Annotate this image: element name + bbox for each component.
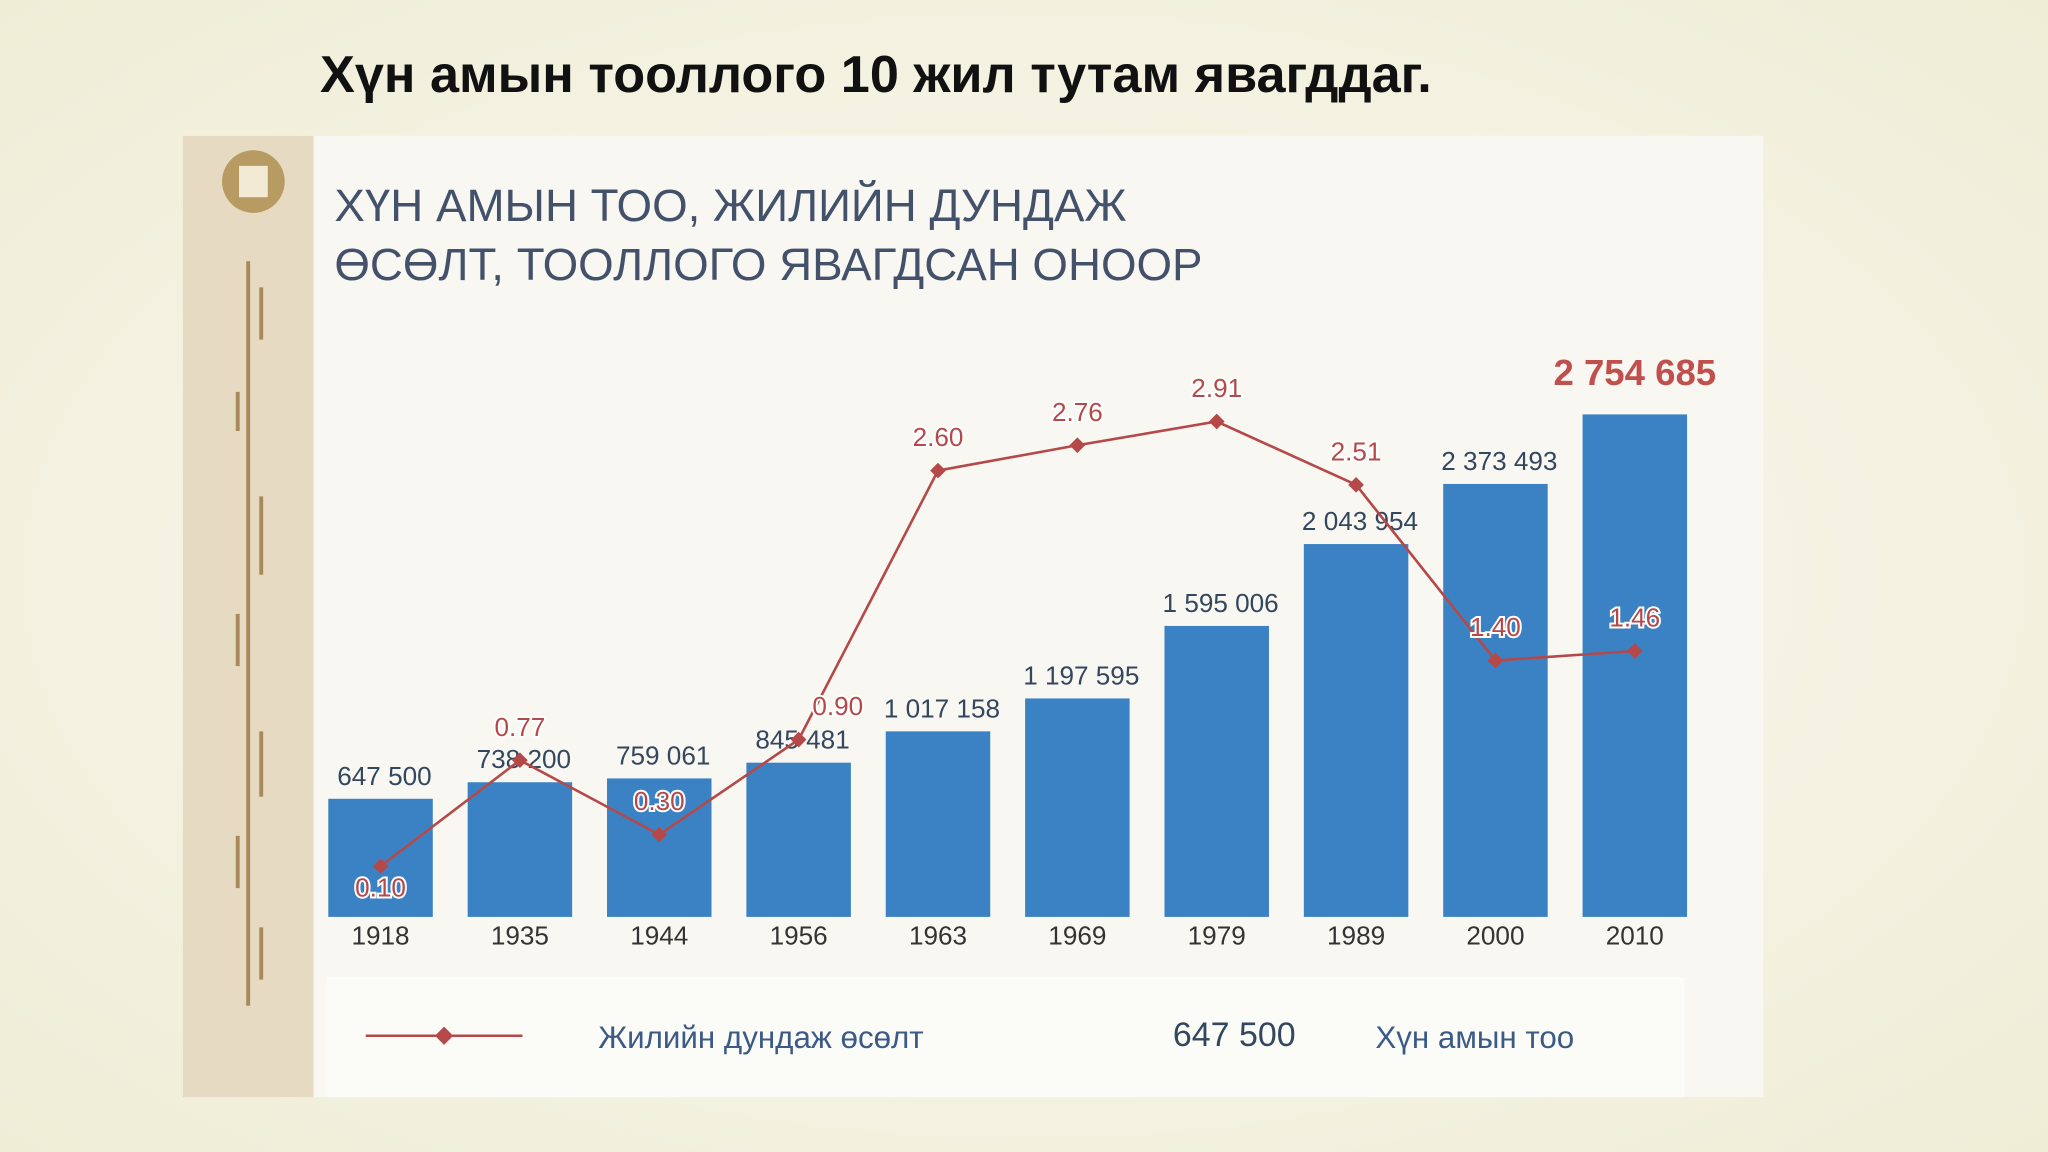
legend-label: Жилийн дундаж өсөлт [598,1020,923,1055]
bar [885,731,991,917]
line-label: 2.60 [913,422,964,452]
x-tick-label: 1963 [909,921,967,951]
bar [1303,544,1409,917]
line-label: 2.51 [1331,436,1382,466]
value-label: 1 017 158 [884,693,1000,723]
bar [1164,625,1269,917]
emblem-inner [239,165,268,198]
chart-title: ХҮН АМЫН ТОО, ЖИЛИЙН ДУНДАЖ [334,179,1126,231]
x-tick-label: 2000 [1466,921,1524,951]
legend-label: Хүн амын тоо [1375,1020,1574,1055]
marker [372,858,389,875]
legend-box [326,976,1685,1098]
value-label: 2 043 954 [1302,506,1418,536]
marker [1348,476,1364,493]
line-label: 0.30 [634,786,685,816]
bar [607,778,712,917]
x-tick-label: 2010 [1606,921,1664,951]
chart-title: ӨСӨЛТ, ТООЛЛОГО ЯВАГДСАН ОНООР [334,239,1202,290]
line-label: 0.77 [494,712,545,742]
ornament [235,261,264,1006]
x-tick-label: 1935 [491,921,549,951]
bar [746,762,851,917]
line-label: 0.10 [355,873,406,903]
x-tick-label: 1969 [1048,921,1106,951]
line-label: 1.46 [1609,603,1660,633]
bar [467,782,573,917]
x-tick-label: 1944 [630,921,688,951]
value-label: 2 373 493 [1441,446,1557,476]
line-label: 1.40 [1470,612,1521,642]
line-label: 2.91 [1191,373,1242,403]
line [379,420,1635,868]
x-tick-label: 1989 [1327,921,1385,951]
legend-marker [434,1026,454,1045]
line-label: 0.90 [812,691,863,721]
value-label: 1 595 006 [1163,588,1279,618]
legend-sample: 647 500 [1173,1016,1296,1054]
bar [1443,483,1548,917]
x-tick-label: 1918 [351,921,409,951]
value-label: 1 197 595 [1023,660,1139,690]
bar [1582,414,1688,917]
line-label: 2.76 [1052,397,1103,427]
value-label: 759 061 [616,740,710,770]
x-tick-label: 1956 [770,921,828,951]
value-label: 647 500 [337,761,431,791]
bar [328,798,433,917]
value-label: 2 754 685 [1553,352,1716,393]
x-tick-label: 1979 [1188,921,1246,951]
slide-title: Хүн амын тооллого 10 жил тутам явагддаг. [320,46,1432,104]
bar [1025,698,1130,917]
